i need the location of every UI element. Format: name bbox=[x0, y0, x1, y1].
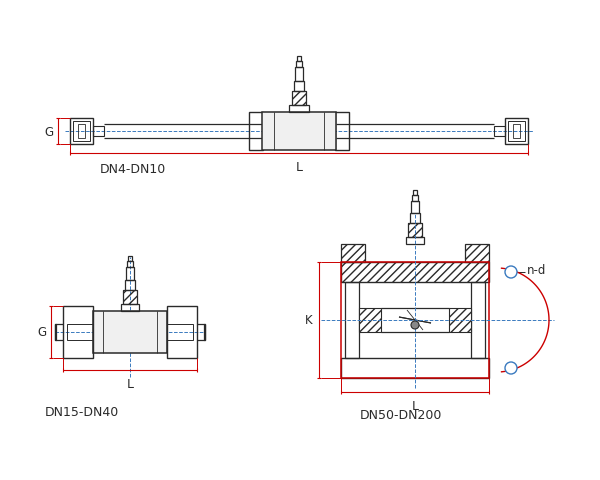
Bar bbox=[121, 304, 139, 312]
Circle shape bbox=[505, 266, 517, 278]
Bar bbox=[341, 244, 365, 263]
Bar bbox=[295, 68, 303, 82]
Bar bbox=[289, 106, 309, 113]
Bar bbox=[55, 324, 56, 340]
Bar bbox=[449, 308, 471, 332]
Text: L: L bbox=[127, 377, 134, 390]
Text: n-d: n-d bbox=[527, 264, 547, 277]
Bar bbox=[249, 113, 263, 151]
Text: DN4-DN10: DN4-DN10 bbox=[100, 163, 166, 176]
Bar bbox=[359, 308, 381, 332]
Text: DN50-DN200: DN50-DN200 bbox=[360, 408, 442, 421]
Text: G: G bbox=[44, 125, 53, 138]
Bar bbox=[408, 224, 422, 238]
Bar bbox=[413, 191, 417, 195]
Bar bbox=[167, 306, 197, 358]
Bar bbox=[93, 127, 104, 137]
Bar bbox=[513, 125, 520, 139]
Bar bbox=[410, 214, 420, 224]
Bar bbox=[93, 312, 167, 353]
Bar bbox=[412, 195, 418, 202]
Bar bbox=[408, 224, 422, 238]
Text: L: L bbox=[296, 161, 302, 174]
Bar bbox=[78, 125, 85, 139]
Bar bbox=[63, 306, 93, 358]
Bar bbox=[296, 62, 302, 68]
Bar bbox=[341, 263, 489, 282]
Bar bbox=[465, 244, 489, 263]
Circle shape bbox=[505, 362, 517, 374]
Bar bbox=[125, 280, 135, 290]
Bar bbox=[494, 127, 505, 137]
Bar bbox=[345, 282, 359, 358]
Bar bbox=[123, 290, 137, 304]
Bar bbox=[294, 82, 304, 92]
Text: G: G bbox=[37, 326, 47, 339]
Bar bbox=[335, 113, 349, 151]
Bar bbox=[262, 113, 336, 151]
Bar bbox=[123, 290, 137, 304]
Bar bbox=[411, 202, 419, 214]
Text: K: K bbox=[305, 314, 313, 327]
Bar bbox=[73, 122, 90, 142]
Text: L: L bbox=[412, 399, 419, 412]
Bar bbox=[292, 92, 306, 106]
Bar bbox=[341, 263, 489, 378]
Bar bbox=[406, 238, 424, 244]
Bar bbox=[297, 57, 301, 62]
Circle shape bbox=[411, 321, 419, 329]
Bar bbox=[508, 122, 525, 142]
Bar bbox=[128, 256, 132, 262]
Bar bbox=[70, 119, 93, 144]
Bar bbox=[167, 324, 193, 340]
Bar bbox=[67, 324, 93, 340]
Bar bbox=[292, 92, 306, 106]
Bar bbox=[505, 119, 528, 144]
Bar bbox=[127, 262, 133, 267]
Bar bbox=[126, 267, 134, 280]
Bar bbox=[204, 324, 205, 340]
Bar bbox=[471, 282, 485, 358]
Bar bbox=[341, 358, 489, 378]
Text: DN15-DN40: DN15-DN40 bbox=[45, 405, 119, 418]
